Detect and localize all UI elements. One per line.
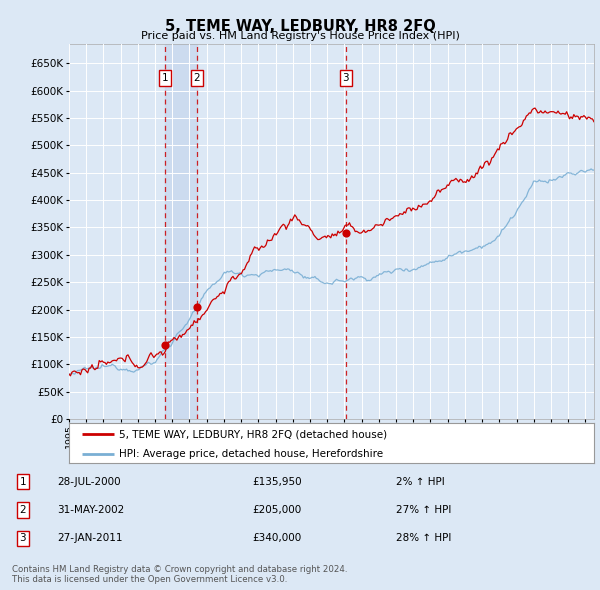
- Text: HPI: Average price, detached house, Herefordshire: HPI: Average price, detached house, Here…: [119, 450, 383, 460]
- Text: 27-JAN-2011: 27-JAN-2011: [57, 533, 122, 543]
- Text: Contains HM Land Registry data © Crown copyright and database right 2024.
This d: Contains HM Land Registry data © Crown c…: [12, 565, 347, 584]
- Text: 2: 2: [193, 73, 200, 83]
- Text: 28% ↑ HPI: 28% ↑ HPI: [396, 533, 451, 543]
- Text: 31-MAY-2002: 31-MAY-2002: [57, 505, 124, 515]
- Text: 5, TEME WAY, LEDBURY, HR8 2FQ: 5, TEME WAY, LEDBURY, HR8 2FQ: [164, 19, 436, 34]
- Text: 3: 3: [343, 73, 349, 83]
- Text: 3: 3: [19, 533, 26, 543]
- Text: 27% ↑ HPI: 27% ↑ HPI: [396, 505, 451, 515]
- Point: [341, 228, 350, 238]
- Text: 28-JUL-2000: 28-JUL-2000: [57, 477, 121, 487]
- Bar: [165, 44, 197, 419]
- Text: £135,950: £135,950: [252, 477, 302, 487]
- Point: [192, 302, 202, 312]
- Text: Price paid vs. HM Land Registry's House Price Index (HPI): Price paid vs. HM Land Registry's House …: [140, 31, 460, 41]
- Text: 2% ↑ HPI: 2% ↑ HPI: [396, 477, 445, 487]
- Text: 1: 1: [19, 477, 26, 487]
- Text: £340,000: £340,000: [252, 533, 301, 543]
- Text: £205,000: £205,000: [252, 505, 301, 515]
- Point: [160, 340, 170, 349]
- Text: 5, TEME WAY, LEDBURY, HR8 2FQ (detached house): 5, TEME WAY, LEDBURY, HR8 2FQ (detached …: [119, 430, 387, 440]
- Text: 2: 2: [19, 505, 26, 515]
- Text: 1: 1: [161, 73, 168, 83]
